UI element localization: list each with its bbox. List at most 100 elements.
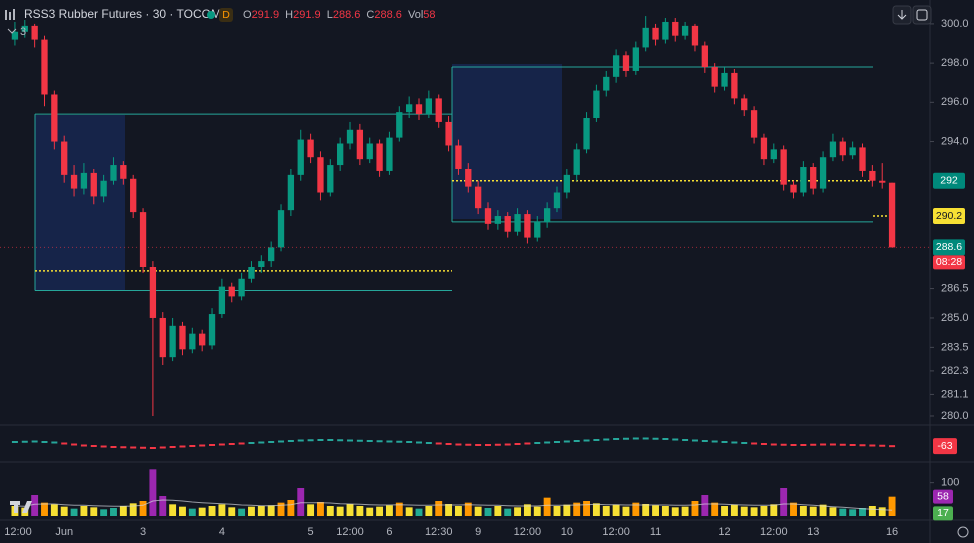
x-tick-label: Jun <box>55 526 73 538</box>
oscillator-badge: -63 <box>937 440 952 452</box>
candle-body <box>386 137 393 171</box>
collapse-chevron[interactable] <box>7 28 17 34</box>
delay-badge-bg <box>219 8 233 22</box>
candle-body <box>179 325 186 350</box>
volume-bar <box>464 502 472 516</box>
volume-bar <box>129 503 137 516</box>
chart-icon <box>9 12 11 20</box>
candle-body <box>90 172 97 197</box>
oscillator-point <box>278 440 285 443</box>
candle-body <box>228 286 235 297</box>
candle-body <box>169 325 176 358</box>
oscillator-point <box>741 442 748 444</box>
candle-body <box>888 182 896 248</box>
oscillator-point <box>613 438 620 440</box>
candle-body <box>435 98 442 122</box>
x-tick-label: 4 <box>219 526 225 538</box>
y-tick-label: 283.5 <box>941 341 969 353</box>
y-tick-label: 300.0 <box>941 18 969 30</box>
volume-bar <box>573 502 581 516</box>
logo-part <box>22 501 32 513</box>
oscillator-point <box>199 444 206 447</box>
candle-body <box>208 314 216 346</box>
volume-bar <box>563 504 571 516</box>
volume-bar <box>267 505 275 516</box>
y-tick-label: 294.0 <box>941 135 969 147</box>
x-tick-label: 13 <box>807 526 819 538</box>
oscillator-point <box>839 443 846 446</box>
oscillator-point <box>465 443 472 446</box>
oscillator-point <box>475 444 482 446</box>
candle-body <box>553 192 561 209</box>
candle-body <box>741 98 748 111</box>
oscillator-point <box>534 442 541 444</box>
candle-body <box>110 165 117 181</box>
oscillator-point <box>258 441 265 444</box>
candle-body <box>396 112 403 138</box>
oscillator-point <box>701 440 708 442</box>
candle-body <box>652 27 659 40</box>
candle-body <box>662 21 669 40</box>
volume-bar <box>41 502 48 516</box>
y-tick-label: 281.1 <box>941 388 969 400</box>
fullscreen-button[interactable] <box>912 5 932 25</box>
symbol-title[interactable]: RSS3 Rubber Futures · 30 · TOCOM <box>24 7 221 21</box>
candle-body <box>268 247 275 262</box>
oscillator-point <box>829 443 836 446</box>
volume-bar <box>277 502 285 516</box>
indicator-count[interactable]: 3 <box>20 26 26 38</box>
oscillator-point <box>859 444 866 447</box>
oscillator-point <box>593 439 600 441</box>
candle-body <box>80 172 88 189</box>
oscillator-point <box>731 441 738 444</box>
download-icon <box>897 10 907 20</box>
volume-bar <box>188 508 196 516</box>
y-tick-label: 282.3 <box>941 365 969 377</box>
x-tick-label: 16 <box>886 526 898 538</box>
candle-body <box>563 174 570 193</box>
x-tick-label: 12:00 <box>4 526 32 538</box>
oscillator-point <box>169 446 176 448</box>
volume-bar <box>632 502 640 516</box>
oscillator-point <box>632 437 639 440</box>
y-tick-label: 285.0 <box>941 312 969 324</box>
oscillator-point <box>652 437 659 440</box>
tradingview-logo <box>10 501 32 513</box>
candle-body <box>770 149 777 160</box>
candle-body <box>70 174 78 189</box>
candle-body <box>859 147 866 171</box>
volume-bar <box>494 506 502 516</box>
poc-badge: 292 <box>940 175 958 187</box>
oscillator-point <box>297 439 304 442</box>
y-tick-label: 296.0 <box>941 96 969 108</box>
oscillator-point <box>455 443 462 446</box>
oscillator-point <box>31 440 38 443</box>
chart-icon <box>13 9 15 20</box>
x-tick-label: 9 <box>475 526 481 538</box>
candle-body <box>139 212 147 267</box>
candle-body <box>484 208 492 224</box>
candle-body <box>130 178 137 213</box>
volume-bar <box>297 488 305 516</box>
candle-body <box>849 147 856 156</box>
o-value: 291.9 <box>252 9 280 21</box>
candle-body <box>622 55 630 71</box>
candle-body <box>337 143 344 166</box>
volume-bar <box>504 508 512 516</box>
settings-button[interactable] <box>957 526 969 538</box>
x-tick-label: 12:00 <box>336 526 364 538</box>
oscillator-point <box>268 441 275 443</box>
candle-body <box>593 90 600 119</box>
volume-bar <box>592 503 600 516</box>
volume-bar <box>385 505 393 516</box>
volume-ma-badge: 17 <box>937 507 949 519</box>
oscillator-point <box>100 445 107 448</box>
volume-bar <box>346 504 354 516</box>
volume-bar <box>169 504 177 516</box>
volume-ma-line <box>14 499 893 511</box>
oscillator-point <box>504 443 511 446</box>
candle-body <box>11 31 19 40</box>
oscillator-point <box>642 437 649 440</box>
candle-body <box>258 261 265 267</box>
volume-bar <box>248 506 255 516</box>
